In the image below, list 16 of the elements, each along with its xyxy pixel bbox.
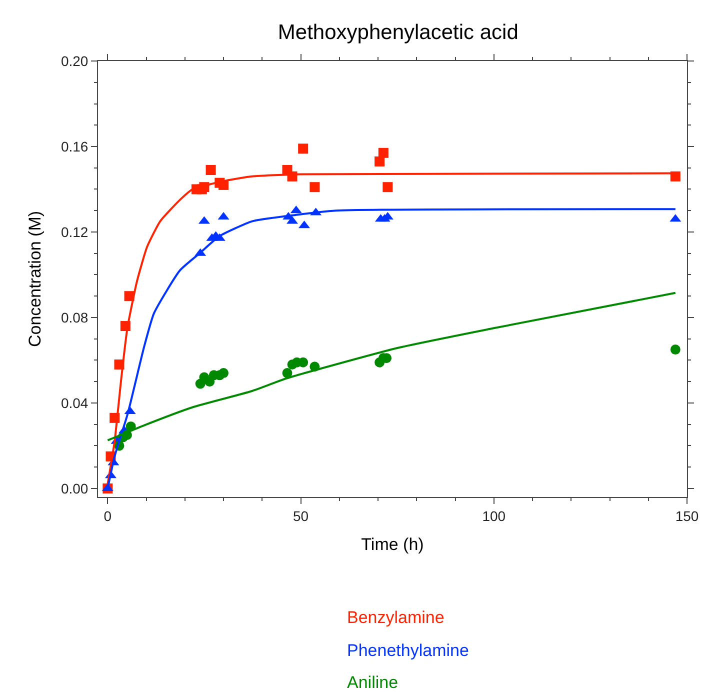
y-tick-label: 0.16 [60, 138, 88, 154]
x-tick-label: 100 [482, 508, 506, 524]
y-tick-label: 0.20 [60, 52, 88, 69]
x-tick-label: 150 [675, 508, 699, 524]
x-axis-title: Time (h) [361, 535, 424, 554]
chart-title: Methoxyphenylacetic acid [278, 21, 518, 44]
y-tick-label: 0.08 [60, 309, 88, 326]
y-tick-label: 0.12 [60, 224, 88, 240]
text: Aniline [347, 673, 398, 692]
text: Benzylamine [347, 608, 444, 627]
y-tick-label: 0.04 [60, 394, 88, 411]
x-tick-label: 50 [292, 508, 309, 524]
x-tick-label: 0 [104, 508, 112, 524]
y-axis-title: Concentration (M) [26, 210, 44, 348]
y-tick-label: 0.00 [60, 480, 88, 496]
text: Phenethylamine [347, 641, 469, 660]
